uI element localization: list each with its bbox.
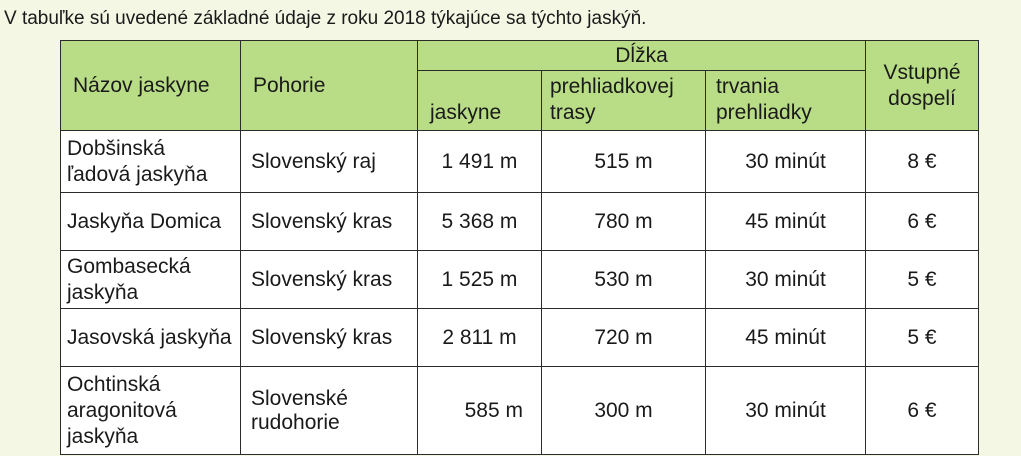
tour-duration-cell: 30 minút (704, 250, 867, 309)
cave-length-cell: 2 811 m (417, 308, 542, 367)
cave-name-cell: Ochtinská aragonitová jaskyňa (60, 366, 241, 455)
cave-name-cell: Gombasecká jaskyňa (60, 250, 241, 309)
route-length-cell: 720 m (541, 308, 706, 367)
header-length-group: Dĺžka (416, 40, 867, 71)
header-route-length: prehliadkovej trasy (541, 70, 706, 131)
mountain-range-cell: Slovenský raj (240, 130, 418, 193)
intro-text: V tabuľke sú uvedené základné údaje z ro… (4, 8, 647, 29)
cave-length-cell: 585 m (417, 366, 542, 455)
cave-name-cell: Dobšinská ľadová jaskyňa (60, 130, 241, 193)
table-row: Dobšinská ľadová jaskyňa Slovenský raj 1 4… (60, 130, 980, 193)
table-row: Jasovská jaskyňa Slovenský kras 2 811 m 720… (60, 308, 980, 367)
caves-table: Názov jaskyne Pohorie Dĺžka Vstupné dosp… (60, 40, 980, 455)
cave-length-cell: 1 525 m (417, 250, 542, 309)
route-length-cell: 780 m (541, 192, 706, 251)
tour-duration-cell: 45 minút (704, 308, 867, 367)
mountain-range-cell: Slovenský kras (240, 308, 418, 367)
admission-cell: 5 € (865, 308, 980, 367)
header-tour-duration: trvania prehliadky (704, 70, 867, 131)
route-length-cell: 530 m (541, 250, 706, 309)
header-admission: Vstupné dospelí (865, 40, 980, 131)
header-name: Názov jaskyne (60, 40, 241, 131)
header-cave-length: jaskyne (417, 70, 542, 131)
mountain-range-cell: Slovenský kras (240, 250, 418, 309)
cave-name-cell: Jaskyňa Domica (60, 192, 241, 251)
admission-cell: 5 € (865, 250, 980, 309)
header-range: Pohorie (240, 40, 418, 131)
route-length-cell: 515 m (541, 130, 706, 193)
admission-cell: 6 € (865, 192, 980, 251)
cave-name-cell: Jasovská jaskyňa (60, 308, 241, 367)
table-row: Jaskyňa Domica Slovenský kras 5 368 m 780 m… (60, 192, 980, 251)
admission-cell: 8 € (865, 130, 980, 193)
tour-duration-cell: 30 minút (704, 130, 867, 193)
route-length-cell: 300 m (541, 366, 706, 455)
mountain-range-cell: Slovenské rudohorie (240, 366, 418, 455)
table-row: Ochtinská aragonitová jaskyňa Slovenské r… (60, 366, 980, 455)
tour-duration-cell: 45 minút (704, 192, 867, 251)
admission-cell: 6 € (865, 366, 980, 455)
tour-duration-cell: 30 minút (704, 366, 867, 455)
table-body: Dobšinská ľadová jaskyňa Slovenský raj 1 4… (60, 130, 980, 455)
mountain-range-cell: Slovenský kras (240, 192, 418, 251)
cave-length-cell: 1 491 m (417, 130, 542, 193)
cave-length-cell: 5 368 m (417, 192, 542, 251)
